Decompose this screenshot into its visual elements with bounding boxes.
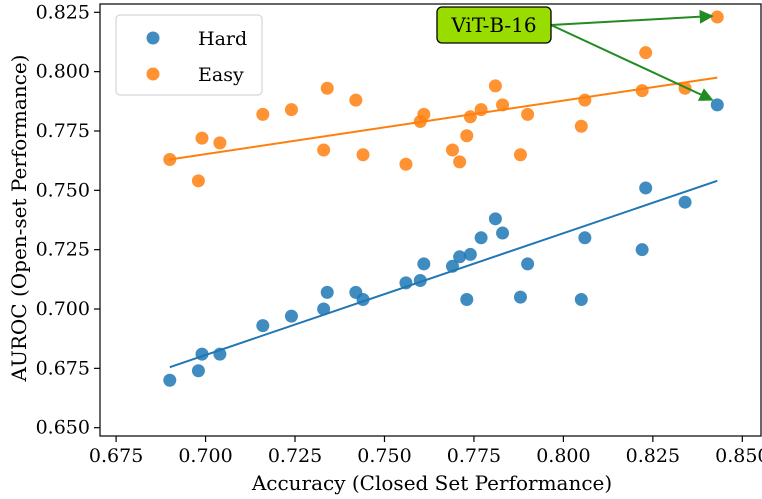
data-point-easy [163, 152, 177, 166]
data-point-easy [317, 143, 331, 157]
data-point-easy [521, 107, 535, 121]
data-point-hard [284, 309, 298, 323]
data-point-hard [635, 243, 649, 257]
data-point-hard [256, 319, 270, 333]
data-point-hard [163, 373, 177, 387]
legend-marker-easy [146, 67, 160, 81]
data-point-hard [463, 247, 477, 261]
legend-marker-hard [146, 31, 160, 45]
annotation-box [436, 6, 552, 44]
data-point-easy [191, 174, 205, 188]
data-point-easy [399, 157, 413, 171]
data-point-easy [453, 155, 467, 169]
data-point-easy [635, 84, 649, 98]
data-point-easy [256, 107, 270, 121]
x-tick-label: 0.700 [178, 445, 232, 467]
data-point-hard [413, 274, 427, 288]
x-tick-label: 0.675 [89, 445, 143, 467]
data-point-hard [417, 257, 431, 271]
annotation-label: ViT-B-16 [450, 13, 536, 37]
data-point-easy [195, 131, 209, 145]
x-tick-label: 0.775 [447, 445, 501, 467]
data-point-hard [317, 302, 331, 316]
annotation-arrow [550, 24, 714, 101]
data-point-easy [639, 46, 653, 60]
data-point-easy [320, 81, 334, 95]
y-axis-label: AUROC (Open-set Performance) [7, 55, 31, 383]
legend-label-easy: Easy [198, 64, 244, 86]
data-point-hard [320, 285, 334, 299]
data-point-hard [710, 98, 724, 112]
data-point-hard [521, 257, 535, 271]
data-point-hard [460, 293, 474, 307]
data-point-hard [574, 293, 588, 307]
x-axis-label: Accuracy (Closed Set Performance) [251, 471, 612, 495]
y-tick-label: 0.700 [36, 298, 90, 320]
y-tick-label: 0.725 [36, 239, 90, 261]
annotation-arrow [550, 9, 714, 26]
data-point-easy [445, 143, 459, 157]
data-point-easy [463, 110, 477, 124]
data-point-easy [213, 136, 227, 150]
data-point-easy [496, 98, 510, 112]
data-point-easy [356, 148, 370, 162]
data-point-hard [678, 195, 692, 209]
data-point-hard [474, 231, 488, 245]
data-point-easy [417, 107, 431, 121]
data-point-easy [488, 79, 502, 93]
trend-line-hard [169, 179, 718, 369]
trend-line-easy [169, 76, 718, 161]
data-point-hard [639, 181, 653, 195]
data-point-hard [195, 347, 209, 361]
legend-label-hard: Hard [198, 28, 247, 50]
axes-frame [99, 3, 762, 437]
x-tick-label: 0.800 [536, 445, 590, 467]
data-point-easy [460, 129, 474, 143]
data-point-hard [356, 293, 370, 307]
y-tick-label: 0.650 [36, 417, 90, 439]
data-point-easy [578, 93, 592, 107]
data-point-easy [349, 93, 363, 107]
y-tick-label: 0.825 [36, 1, 90, 23]
data-point-easy [513, 148, 527, 162]
x-tick-label: 0.750 [357, 445, 411, 467]
y-tick-label: 0.675 [36, 357, 90, 379]
x-tick-label: 0.725 [268, 445, 322, 467]
y-tick-label: 0.775 [36, 120, 90, 142]
data-point-hard [445, 259, 459, 273]
data-point-hard [578, 231, 592, 245]
data-point-easy [574, 119, 588, 133]
y-tick-label: 0.750 [36, 179, 90, 201]
data-point-hard [488, 212, 502, 226]
data-point-hard [513, 290, 527, 304]
data-point-easy [710, 10, 724, 24]
data-point-easy [284, 103, 298, 117]
data-point-hard [191, 364, 205, 378]
x-tick-label: 0.850 [715, 445, 762, 467]
y-tick-label: 0.800 [36, 61, 90, 83]
data-point-hard [399, 276, 413, 290]
data-point-hard [496, 226, 510, 240]
data-point-hard [453, 250, 467, 264]
x-tick-label: 0.825 [626, 445, 680, 467]
data-point-hard [213, 347, 227, 361]
data-point-easy [474, 103, 488, 117]
